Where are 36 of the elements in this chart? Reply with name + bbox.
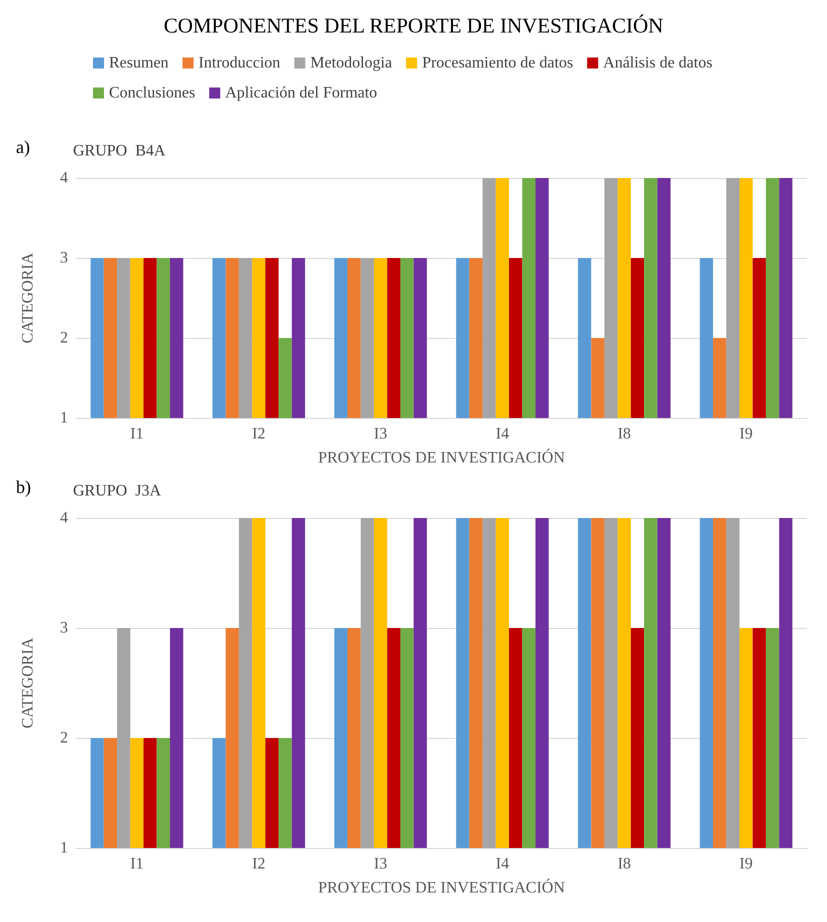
y-axis-title: CATEGORIA: [20, 637, 36, 728]
x-tick-label: I2: [252, 426, 266, 442]
y-tick-label: 4: [60, 170, 68, 186]
x-tick-label: I2: [252, 856, 266, 872]
y-tick-label: 3: [60, 250, 68, 266]
text: b): [16, 477, 31, 497]
y-tick-label: 1: [60, 410, 68, 426]
x-tick-label: I1: [130, 426, 144, 442]
legend-label: Procesamiento de datos: [422, 54, 574, 72]
chart-subtitle: GRUPO J3A: [73, 482, 162, 500]
x-tick-label: I4: [496, 426, 510, 442]
x-axis-title: PROYECTOS DE INVESTIGACIÓN: [318, 448, 566, 466]
x-tick-label: I8: [618, 856, 631, 872]
x-tick-label: I8: [618, 426, 631, 442]
x-tick-label: I4: [496, 856, 510, 872]
x-tick-label: I3: [374, 856, 388, 872]
legend-label: Metodologia: [310, 54, 392, 72]
legend-label: Análisis de datos: [603, 54, 712, 72]
x-tick-label: I1: [130, 856, 144, 872]
legend-label: Conclusiones: [109, 84, 196, 102]
y-tick-label: 2: [60, 330, 68, 346]
chart-title: COMPONENTES DEL REPORTE DE INVESTIGACIÓN: [164, 14, 664, 38]
x-tick-label: I3: [374, 426, 388, 442]
legend-label: Resumen: [109, 54, 169, 72]
legend-label: Aplicación del Formato: [225, 84, 378, 102]
y-tick-label: 3: [60, 620, 68, 636]
y-tick-label: 1: [60, 840, 68, 856]
x-tick-label: I9: [739, 426, 753, 442]
chart-subtitle: GRUPO B4A: [73, 142, 166, 160]
y-axis-title: CATEGORIA: [20, 252, 36, 344]
y-tick-label: 2: [60, 730, 68, 746]
text: a): [16, 137, 30, 157]
y-tick-label: 4: [60, 510, 68, 526]
x-tick-label: I9: [739, 856, 753, 872]
x-axis-title: PROYECTOS DE INVESTIGACIÓN: [318, 878, 566, 896]
legend-label: Introduccion: [198, 54, 280, 72]
